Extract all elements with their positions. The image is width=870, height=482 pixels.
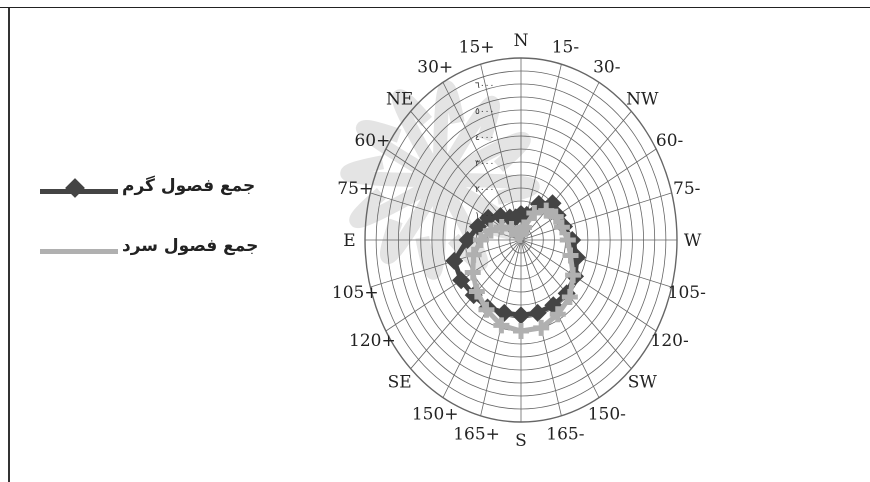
direction-label: 150+ — [412, 404, 459, 424]
grid-spoke — [520, 239, 657, 332]
direction-label: 60- — [656, 131, 683, 151]
radial-tick-label: ٣٠٠٠ — [475, 159, 494, 169]
data-point-plus — [464, 264, 481, 281]
direction-label: W — [684, 231, 702, 251]
direction-label: 60+ — [354, 131, 390, 151]
direction-label: 15- — [552, 38, 579, 58]
data-point-diamond — [495, 303, 514, 322]
direction-label: 105+ — [332, 283, 379, 303]
direction-labels: N 15-30-NW60-75-W105-120-SW150-165-S165+1… — [332, 31, 706, 451]
direction-label: 120+ — [349, 331, 396, 351]
direction-label: 120- — [651, 331, 689, 351]
grid-spoke — [520, 239, 672, 288]
data-point-plus — [538, 202, 555, 219]
data-point-plus — [493, 317, 510, 334]
data-point-plus — [511, 226, 528, 243]
grid-spoke — [520, 192, 672, 241]
direction-label: 30- — [593, 58, 620, 78]
data-point-diamond — [458, 231, 477, 249]
grid-spoke — [520, 111, 632, 241]
radial-tick-label: ٢٠٠٠ — [475, 185, 494, 195]
watermark-petal — [379, 176, 447, 264]
direction-label: 165- — [546, 424, 584, 444]
data-point-plus — [468, 283, 485, 300]
radial-tick-label: ٥٠٠٠ — [475, 107, 494, 117]
direction-label: 150- — [588, 404, 626, 424]
legend-diamond-marker — [65, 178, 85, 198]
data-point-diamond — [512, 306, 530, 325]
direction-label: 75- — [673, 179, 700, 199]
grid-spoke — [520, 239, 632, 369]
radial-tick-label: ٦٠٠٠ — [475, 81, 494, 91]
watermark-petal — [356, 119, 444, 187]
data-point-plus — [565, 267, 582, 284]
watermark-petal — [340, 155, 441, 187]
data-point-plus — [561, 288, 578, 305]
direction-label: 165+ — [453, 424, 500, 444]
data-point-plus — [472, 232, 489, 248]
legend-item-warm: جمع فصول گرم — [14, 176, 256, 204]
direction-label: E — [343, 231, 355, 251]
data-point-plus — [549, 306, 566, 323]
data-point-diamond — [445, 251, 464, 270]
legend-label-cold: جمع فصول سرد — [122, 236, 259, 256]
direction-label: NW — [626, 89, 659, 109]
data-point-plus — [533, 319, 550, 336]
direction-label: SE — [388, 373, 412, 393]
direction-label: 30+ — [417, 58, 453, 78]
grid-spoke — [385, 239, 522, 332]
watermark-petal — [439, 173, 540, 205]
data-point-plus — [547, 208, 564, 225]
direction-label: N — [514, 31, 529, 51]
data-point-plus — [478, 301, 495, 318]
data-point-plus — [482, 222, 499, 239]
legend-label-warm: جمع فصول گرم — [122, 176, 256, 196]
data-point-diamond — [479, 208, 498, 227]
data-point-diamond — [452, 271, 471, 290]
radial-tick-label: ٤٠٠٠ — [475, 133, 494, 143]
data-point-diamond — [528, 303, 547, 322]
data-point-plus — [562, 247, 579, 264]
left-border — [8, 8, 10, 482]
radial-tick-labels: ١٠٠٠ ٢٠٠٠ ٣٠٠٠ ٤٠٠٠ ٥٠٠٠ ٦٠٠٠ — [475, 81, 494, 221]
data-point-diamond — [468, 217, 487, 236]
direction-label: 15+ — [459, 38, 495, 58]
legend-line-cold — [40, 249, 118, 254]
data-point-plus — [513, 323, 529, 339]
top-border — [0, 7, 870, 8]
watermark-petal — [436, 131, 531, 187]
radial-tick-label: ١٠٠٠ — [475, 211, 494, 221]
data-point-plus — [465, 246, 482, 263]
grid-spoke — [520, 148, 657, 241]
direction-label: NE — [386, 89, 413, 109]
series-layer — [445, 194, 586, 339]
direction-label: S — [515, 431, 527, 451]
watermark-petal — [433, 96, 501, 184]
direction-label: 75+ — [337, 179, 373, 199]
grid-spoke — [410, 239, 522, 369]
grid-spoke — [370, 239, 522, 288]
grid-spoke — [442, 239, 522, 398]
direction-label: SW — [628, 373, 658, 393]
legend-item-cold: جمع فصول سرد — [14, 236, 258, 264]
direction-label: 105- — [668, 283, 706, 303]
data-point-plus — [553, 219, 570, 236]
data-point-plus — [559, 232, 576, 248]
